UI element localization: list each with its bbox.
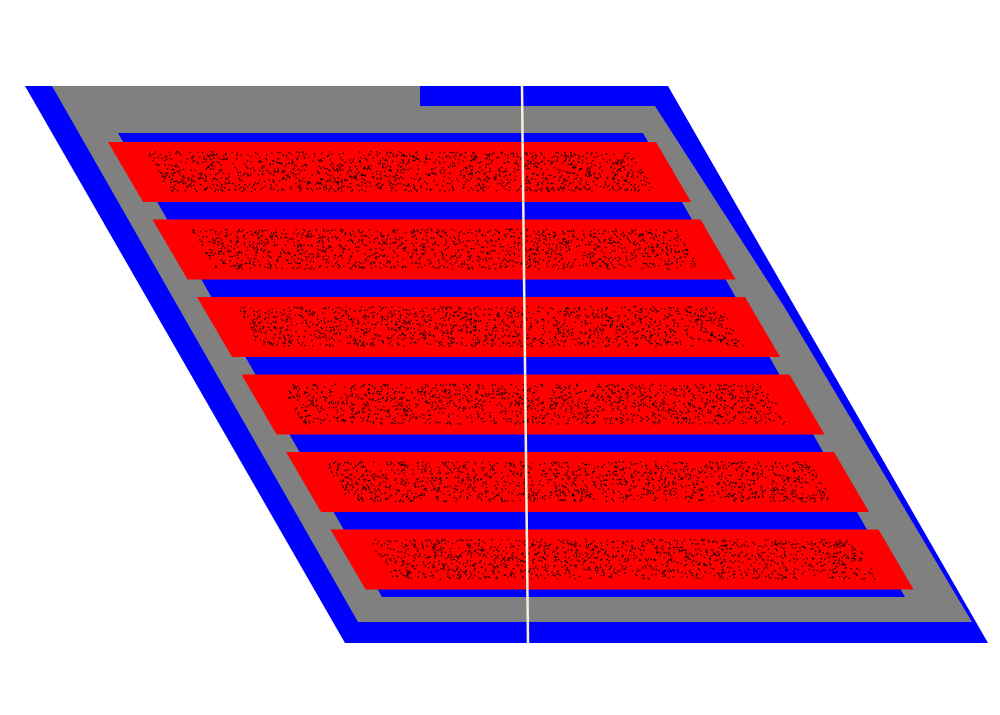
bar-speckle-texture xyxy=(328,461,829,503)
speckle-dots xyxy=(288,383,785,425)
bar-speckle-texture xyxy=(288,383,785,425)
red-bar xyxy=(152,219,736,280)
red-bar xyxy=(330,529,914,590)
center-divider xyxy=(520,85,530,644)
speckle-dots xyxy=(328,461,829,503)
bar-speckle-texture xyxy=(149,151,653,193)
bar-rows xyxy=(108,142,914,590)
red-bar xyxy=(197,297,781,357)
speckle-dots xyxy=(149,151,653,193)
speckle-dots xyxy=(192,228,696,270)
speckle-dots xyxy=(239,306,744,348)
bar-speckle-texture xyxy=(239,306,744,348)
red-bar xyxy=(286,452,870,512)
red-bar xyxy=(108,142,692,202)
bar-speckle-texture xyxy=(192,228,696,270)
